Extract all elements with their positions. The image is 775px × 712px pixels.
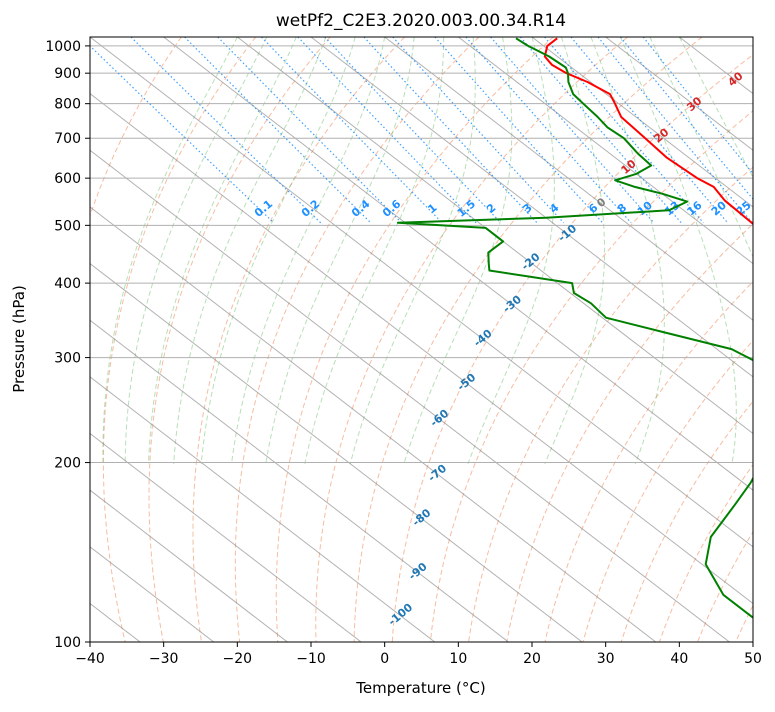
isotherm-line: [385, 37, 775, 642]
mixing-ratio-line: [262, 37, 443, 223]
mixing-ratio-line: [491, 37, 654, 223]
mixing-ratio-label: 0.1: [252, 197, 275, 219]
mixing-ratio-label: 3: [521, 201, 535, 216]
line-labels: 0.10.20.40.611.52346810131620253036-100-…: [252, 69, 775, 628]
isotherm-line: [0, 37, 435, 642]
dry-adiabat-line: [149, 37, 330, 642]
y-tick-label: 1000: [45, 39, 81, 55]
y-axis-ticks: 1000 900 800 700 600 500 400 300 200 100: [45, 39, 90, 651]
mixing-ratio-line: [598, 37, 752, 223]
moist-adiabat-line: [232, 37, 385, 464]
chart-title: wetPf2_C2E3.2020.003.00.34.R14: [276, 11, 566, 31]
x-tick-label: −30: [149, 651, 179, 667]
isotherms: [0, 37, 775, 642]
moist-adiabat-line: [266, 37, 414, 464]
dry-adiabat-line: [56, 37, 181, 642]
mixing-ratio-line: [621, 37, 773, 223]
x-tick-label: −40: [75, 651, 105, 667]
x-axis-label: Temperature (°C): [355, 679, 485, 697]
dry-adiabat-line: [392, 37, 775, 642]
y-tick-label: 400: [54, 276, 81, 292]
y-axis-label: Pressure (hPa): [10, 285, 28, 393]
mixing-ratio-label: 1: [425, 201, 439, 216]
mixing-ratio-label: 10: [635, 198, 655, 218]
isotherm-line: [0, 37, 508, 642]
moist-adiabat-line: [404, 37, 512, 464]
mixing-ratio-lines: [81, 37, 775, 223]
sounding-series: [398, 38, 775, 642]
isotherm-line: [0, 37, 287, 642]
mixing-ratio-label: 30: [754, 198, 774, 218]
dry-adiabat-line: [507, 37, 775, 642]
y-tick-label: 700: [54, 131, 81, 147]
mixing-ratio-label: 0.4: [349, 197, 373, 220]
moist-adiabat-line: [591, 37, 664, 464]
isotherm-line: [0, 37, 729, 642]
x-tick-label: −10: [296, 651, 326, 667]
mixing-ratio-label: 4: [547, 201, 561, 216]
dry-adiabats: [56, 37, 775, 642]
dry-adiabat-line: [193, 37, 405, 642]
isotherm-line: [164, 37, 775, 642]
mixing-ratio-line: [298, 37, 476, 223]
x-tick-label: 40: [670, 651, 688, 667]
dry-adiabat-line: [621, 37, 775, 642]
x-axis-ticks: −40 −30 −20 −10 0 10 20 30 40 50: [75, 642, 762, 667]
moist-adiabat-line: [149, 37, 297, 464]
y-tick-label: 800: [54, 97, 81, 113]
mixing-ratio-line: [435, 37, 603, 223]
moist-adiabats: [103, 37, 775, 464]
mixing-ratio-line: [393, 37, 564, 223]
moist-adiabat-line: [350, 37, 475, 464]
x-tick-label: −20: [223, 651, 253, 667]
isotherm-line: [532, 37, 775, 642]
mixing-ratio-line: [81, 37, 274, 223]
dewpoint-line: [398, 38, 775, 642]
moist-adiabat-line: [545, 37, 605, 464]
mixing-ratio-line: [185, 37, 371, 223]
x-tick-label: 50: [744, 651, 762, 667]
dry-adiabat-line: [659, 37, 775, 642]
isotherm-line: [458, 37, 775, 642]
x-tick-label: 10: [449, 651, 467, 667]
y-tick-label: 300: [54, 351, 81, 367]
y-tick-label: 900: [54, 66, 81, 82]
y-tick-label: 600: [54, 171, 81, 187]
isotherm-line: [753, 37, 775, 642]
y-tick-label: 500: [54, 218, 81, 234]
mixing-ratio-line: [545, 37, 704, 223]
isotherm-line: [0, 37, 361, 642]
mixing-ratio-line: [466, 37, 631, 223]
mixing-ratio-label: 0.6: [380, 197, 404, 220]
x-tick-label: 20: [523, 651, 541, 667]
x-tick-label: 0: [380, 651, 389, 667]
moist-adiabat-line: [305, 37, 444, 464]
mixing-ratio-line: [571, 37, 728, 223]
mixing-ratio-label: 1.5: [455, 197, 478, 219]
dry-adiabat-line: [235, 37, 479, 642]
y-tick-label: 100: [54, 635, 81, 651]
mixing-ratio-label: 2: [484, 201, 498, 216]
isotherm-line: [0, 37, 214, 642]
y-tick-label: 200: [54, 456, 81, 472]
dry-adiabat-line: [103, 37, 255, 642]
isotherm-line: [0, 37, 582, 642]
x-tick-label: 30: [597, 651, 615, 667]
mixing-ratio-line: [364, 37, 537, 223]
moist-adiabat-line: [103, 37, 237, 464]
moist-adiabat-line: [620, 37, 736, 464]
